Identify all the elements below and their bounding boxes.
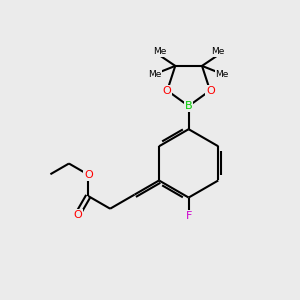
Text: B: B <box>185 101 193 111</box>
Text: Me: Me <box>211 47 224 56</box>
Text: O: O <box>73 210 82 220</box>
Text: O: O <box>206 85 215 96</box>
Text: Me: Me <box>153 47 166 56</box>
Text: Me: Me <box>148 70 162 79</box>
Text: F: F <box>185 211 192 221</box>
Text: O: O <box>162 85 171 96</box>
Text: O: O <box>84 170 93 180</box>
Text: Me: Me <box>215 70 229 79</box>
